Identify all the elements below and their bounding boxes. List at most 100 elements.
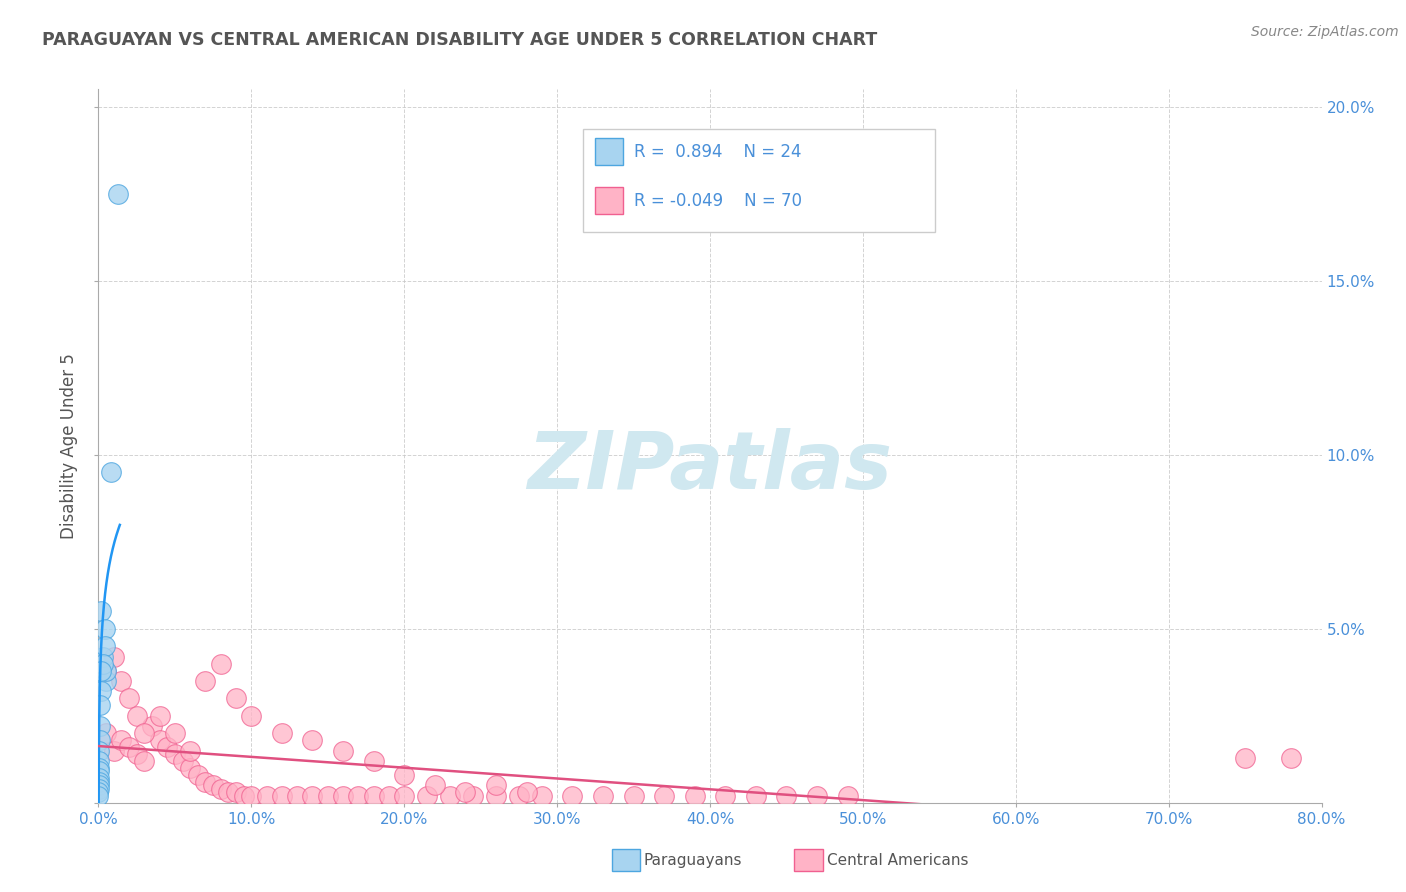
Point [225,785,247,799]
Point [179,761,201,775]
Point [775,789,797,803]
Point [134,754,156,768]
Point [187,768,209,782]
Point [683,789,706,803]
Point [149,733,172,747]
Point [110,673,132,688]
Point [240,708,263,723]
Point [89,733,111,747]
Point [423,778,446,792]
Point [94,664,117,678]
Point [163,726,186,740]
Point [89,743,111,757]
Point [363,789,385,803]
Point [90,604,112,618]
Point [87,778,110,792]
Point [90,664,112,678]
Point [179,743,201,757]
Point [347,789,370,803]
Point [416,789,439,803]
Text: R =  0.894    N = 24: R = 0.894 N = 24 [634,143,801,161]
Point [461,789,484,803]
Point [202,778,225,792]
Text: R = -0.049    N = 70: R = -0.049 N = 70 [634,192,801,210]
Point [118,740,141,755]
Point [392,789,416,803]
Point [270,726,294,740]
Point [90,684,112,698]
Point [134,726,156,740]
Point [91,657,114,671]
Point [623,789,645,803]
Point [87,775,110,789]
Point [100,465,122,479]
Point [118,691,141,706]
Point [270,789,294,803]
Point [240,789,263,803]
Point [87,781,110,796]
Point [363,754,385,768]
Point [378,789,401,803]
Point [301,733,323,747]
Point [103,649,125,664]
Point [172,754,194,768]
Point [745,789,768,803]
Point [103,743,125,757]
Point [217,785,239,799]
Point [194,673,217,688]
Point [1279,750,1302,764]
Point [94,664,117,678]
Point [93,622,115,636]
Point [508,789,530,803]
Point [89,719,111,733]
Text: Central Americans: Central Americans [827,854,969,868]
Point [516,785,538,799]
Text: PARAGUAYAN VS CENTRAL AMERICAN DISABILITY AGE UNDER 5 CORRELATION CHART: PARAGUAYAN VS CENTRAL AMERICAN DISABILIT… [42,31,877,49]
Point [87,785,110,799]
Point [256,789,278,803]
Point [806,789,828,803]
Point [454,785,477,799]
Point [89,698,111,713]
Point [194,775,217,789]
Point [163,747,186,761]
Point [94,726,117,740]
Point [156,740,179,755]
Y-axis label: Disability Age Under 5: Disability Age Under 5 [60,353,79,539]
Point [652,789,675,803]
Point [209,781,232,796]
Point [209,657,232,671]
Text: Source: ZipAtlas.com: Source: ZipAtlas.com [1251,25,1399,39]
Point [93,639,115,653]
Point [592,789,614,803]
Point [301,789,323,803]
Point [392,768,416,782]
Point [94,673,117,688]
Point [87,772,110,786]
Point [485,789,508,803]
Point [332,789,354,803]
Point [149,708,172,723]
Point [125,708,148,723]
Text: Paraguayans: Paraguayans [644,854,742,868]
Point [91,649,114,664]
Point [316,789,339,803]
Point [714,789,737,803]
Point [530,789,553,803]
Point [439,789,461,803]
Point [332,743,354,757]
Point [485,778,508,792]
Point [225,691,247,706]
Point [561,789,583,803]
Point [107,186,129,201]
Point [232,789,254,803]
Point [141,719,163,733]
Point [87,764,110,779]
Point [837,789,859,803]
Point [87,789,110,803]
Point [89,754,111,768]
Point [125,747,148,761]
Text: ZIPatlas: ZIPatlas [527,428,893,507]
Point [285,789,308,803]
Point [1234,750,1257,764]
